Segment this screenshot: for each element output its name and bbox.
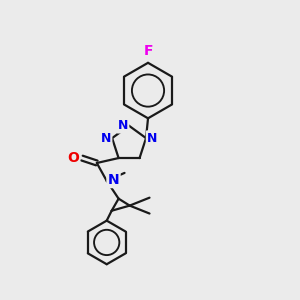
Text: O: O bbox=[67, 151, 79, 165]
Text: N: N bbox=[101, 132, 111, 145]
Text: N: N bbox=[118, 119, 128, 132]
Text: N: N bbox=[108, 173, 119, 187]
Text: N: N bbox=[147, 132, 158, 145]
Text: F: F bbox=[143, 44, 153, 58]
